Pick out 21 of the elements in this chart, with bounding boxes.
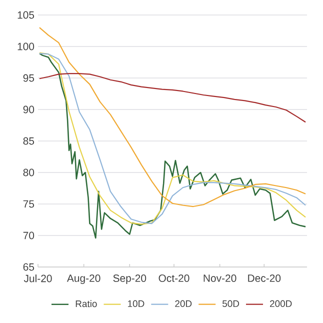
y-tick-label: 70	[23, 232, 34, 240]
x-tick-label: Nov-20	[204, 274, 236, 282]
legend-label: Ratio	[76, 300, 97, 308]
y-tick-label: 95	[23, 74, 34, 82]
y-tick-label: 85	[23, 137, 34, 145]
legend-label: 50D	[222, 300, 240, 307]
x-tick-label: Oct-20	[158, 274, 190, 282]
y-tick-label: 80	[23, 168, 34, 176]
x-tick-label: Jul-20	[24, 274, 52, 282]
y-tick-label: 65	[23, 263, 34, 271]
line-series	[38, 27, 306, 208]
x-tick-label: Sep-20	[113, 274, 146, 284]
y-tick-label: 100	[18, 42, 34, 50]
legend-label: 10D	[128, 300, 144, 307]
y-tick-label: 90	[23, 106, 34, 114]
x-tick-label: Aug-20	[66, 274, 100, 284]
y-tick-label: 105	[18, 11, 34, 19]
x-tick-label: Dec-20	[248, 274, 281, 282]
legend-label: 200D	[270, 300, 292, 307]
y-tick-label: 75	[23, 200, 34, 208]
legend-label: 20D	[175, 300, 192, 307]
